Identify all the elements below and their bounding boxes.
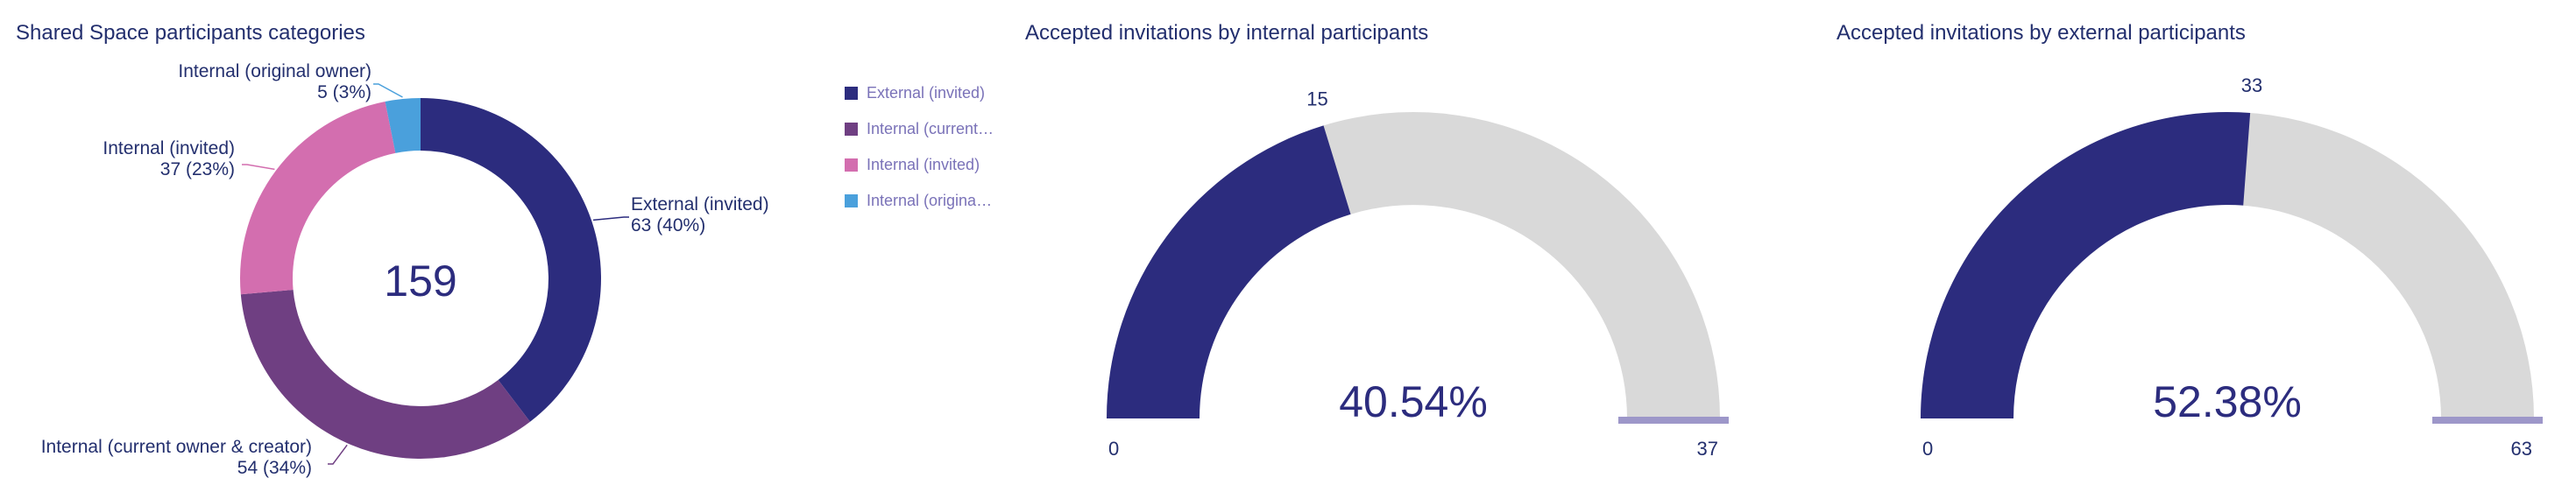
donut-leader-line — [373, 83, 403, 98]
legend-label: Internal (origina… — [867, 192, 993, 209]
donut-slice-label: Internal (current owner & creator) — [41, 437, 312, 457]
gauge-external-panel: Accepted invitations by external partici… — [1822, 0, 2576, 492]
legend-label: Internal (current… — [867, 120, 994, 137]
gauge-max-label: 37 — [1697, 438, 1718, 460]
gauge-min-label: 0 — [1108, 438, 1119, 460]
donut-panel: Shared Space participants categories Ext… — [0, 0, 1008, 492]
gauge-max-label: 63 — [2511, 438, 2532, 460]
legend-swatch — [845, 123, 858, 136]
gauge-external-title: Accepted invitations by external partici… — [1836, 21, 2246, 45]
donut-center-total: 159 — [384, 257, 456, 306]
gauge-internal-panel: Accepted invitations by internal partici… — [1008, 0, 1822, 492]
legend-item-internal-invited[interactable]: Internal (invited) — [845, 147, 994, 183]
legend-label: External (invited) — [867, 84, 986, 102]
donut-leader-line — [242, 164, 275, 171]
donut-chart: External (invited)63 (40%) Internal (curr… — [41, 61, 769, 478]
legend-item-external-invited[interactable]: External (invited) — [845, 75, 994, 111]
gauge-percent: 52.38% — [2153, 377, 2302, 426]
gauge-min-label: 0 — [1922, 438, 1933, 460]
donut-slice-label: External (invited) — [631, 194, 769, 214]
donut-slice[interactable] — [239, 102, 396, 295]
gauge-value-label: 33 — [2241, 74, 2262, 96]
legend-swatch — [845, 87, 858, 100]
legend-item-internal-original[interactable]: Internal (origina… — [845, 183, 994, 219]
legend-item-internal-current[interactable]: Internal (current… — [845, 111, 994, 147]
legend-label: Internal (invited) — [867, 156, 980, 173]
donut-slice-label: Internal (original owner) — [178, 61, 372, 81]
legend-swatch — [845, 194, 858, 207]
donut-slice[interactable] — [421, 98, 601, 422]
donut-slice[interactable] — [240, 289, 531, 460]
donut-leader-line — [592, 216, 629, 221]
gauge-fill — [1921, 112, 2251, 418]
legend-swatch — [845, 158, 858, 172]
donut-chart-title: Shared Space participants categories — [16, 21, 365, 45]
donut-slice-value-label: 63 (40%) — [631, 215, 705, 235]
gauge-fill — [1107, 125, 1351, 418]
donut-slice-value-label: 5 (3%) — [317, 82, 372, 102]
donut-leader-line — [328, 444, 348, 465]
donut-slice-value-label: 54 (34%) — [237, 458, 312, 478]
donut-slice-value-label: 37 (23%) — [160, 159, 235, 179]
gauge-internal-title: Accepted invitations by internal partici… — [1025, 21, 1429, 45]
donut-legend: External (invited) Internal (current… In… — [845, 75, 994, 219]
donut-slice[interactable] — [385, 98, 421, 153]
gauge-internal-chart: 15 40.54% 0 37 — [1107, 88, 1729, 460]
gauge-external-chart: 33 52.38% 0 63 — [1921, 74, 2543, 460]
donut-slice-label: Internal (invited) — [103, 138, 235, 158]
gauge-value-label: 15 — [1306, 88, 1327, 109]
gauge-percent: 40.54% — [1339, 377, 1488, 426]
